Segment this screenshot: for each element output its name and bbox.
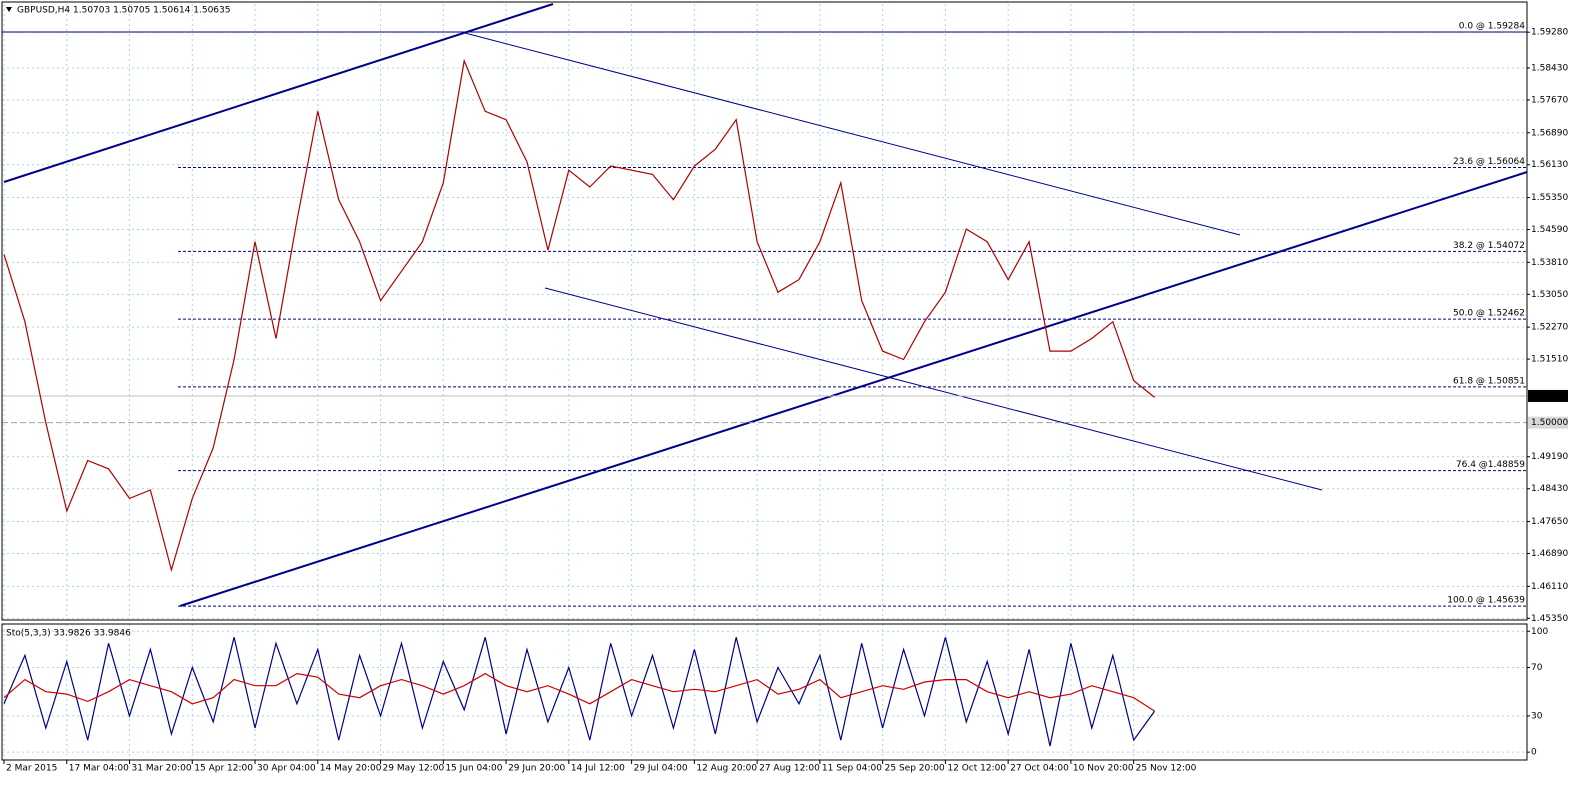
x-tick-label: 29 Jun 20:00 [508, 764, 565, 774]
y-tick-label: 30 [1531, 711, 1543, 721]
fib-label: 0.0 @ 1.59284 [1459, 22, 1526, 32]
y-tick-label: 1.46890 [1531, 549, 1568, 559]
stoch-panel-frame [1, 623, 1528, 761]
x-tick-label: 2 Mar 2015 [6, 764, 57, 774]
x-tick-label: 27 Aug 12:00 [759, 764, 820, 774]
y-tick-label: 1.47650 [1531, 517, 1568, 527]
fib-label: 23.6 @ 1.56064 [1453, 157, 1525, 167]
price-line [3, 637, 1156, 747]
y-tick-label: 1.45350 [1531, 614, 1568, 624]
y-tick-label: 1.53810 [1531, 258, 1568, 268]
fib-label: 100.0 @ 1.45639 [1447, 596, 1525, 606]
menu-arrow[interactable] [6, 7, 12, 12]
channel-line [544, 287, 1323, 491]
chart-title: GBPUSD,H4 1.50703 1.50705 1.50614 1.5063… [17, 6, 230, 16]
x-tick-label: 29 Jul 04:00 [634, 764, 688, 774]
y-tick-label: 1.49190 [1531, 452, 1568, 462]
indicator-title: Sto(5,3,3) 33.9826 33.9846 [6, 629, 131, 639]
x-tick-label: 11 Sep 04:00 [822, 764, 882, 774]
y-tick-label: 1.54590 [1531, 225, 1568, 235]
draw-layer [2, 3, 1528, 607]
y-tick-label: 1.52270 [1531, 323, 1568, 333]
level-label: 1.50000 [1531, 418, 1568, 428]
y-tick-label: 1.55350 [1531, 193, 1568, 203]
x-tick-label: 31 Mar 20:00 [132, 764, 192, 774]
x-tick-label: 30 Apr 04:00 [257, 764, 316, 774]
last-price-box [1528, 389, 1568, 402]
x-tick-label: 14 May 20:00 [320, 764, 382, 774]
y-tick-label: 1.51510 [1531, 355, 1568, 365]
x-tick-label: 17 Mar 04:00 [69, 764, 129, 774]
last-price-label: 1.50635 [1531, 391, 1568, 401]
price-line [3, 672, 1155, 712]
x-tick-label: 15 Jun 04:00 [445, 764, 502, 774]
x-tick-label: 25 Sep 20:00 [885, 764, 945, 774]
main-panel-frame [1, 1, 1528, 621]
price-line [3, 58, 1155, 573]
x-tick-label: 12 Oct 12:00 [947, 764, 1006, 774]
x-tick-label: 29 May 12:00 [383, 764, 445, 774]
x-tick-label: 12 Aug 20:00 [696, 764, 757, 774]
x-tick-label: 25 Nov 12:00 [1136, 764, 1197, 774]
fib-label: 38.2 @ 1.54072 [1453, 241, 1525, 251]
y-tick-label: 1.59280 [1531, 28, 1568, 38]
trend-line [179, 171, 1528, 607]
y-tick-label: 1.56130 [1531, 160, 1568, 170]
fib-label: 50.0 @ 1.52462 [1453, 309, 1525, 319]
fib-label: 76.4 @1.48859 [1456, 460, 1525, 470]
trend-line [3, 3, 554, 183]
y-tick-label: 1.58430 [1531, 63, 1568, 73]
channel-line [464, 32, 1241, 236]
y-tick-label: 1.56890 [1531, 128, 1568, 138]
y-tick-label: 1.53050 [1531, 290, 1568, 300]
y-tick-label: 1.46110 [1531, 582, 1568, 592]
y-tick-label: 100 [1531, 627, 1548, 637]
y-tick-label: 0 [1531, 748, 1537, 758]
x-tick-label: 10 Nov 20:00 [1073, 764, 1134, 774]
y-tick-label: 1.57670 [1531, 95, 1568, 105]
y-tick-label: 70 [1531, 663, 1543, 673]
fib-label: 61.8 @ 1.50851 [1453, 376, 1525, 386]
level-box [1528, 416, 1568, 429]
x-tick-label: 14 Jul 12:00 [571, 764, 625, 774]
y-tick-label: 1.48430 [1531, 484, 1568, 494]
x-tick-label: 27 Oct 04:00 [1010, 764, 1069, 774]
x-tick-label: 15 Apr 12:00 [194, 764, 253, 774]
grid-layer [2, 4, 1527, 760]
